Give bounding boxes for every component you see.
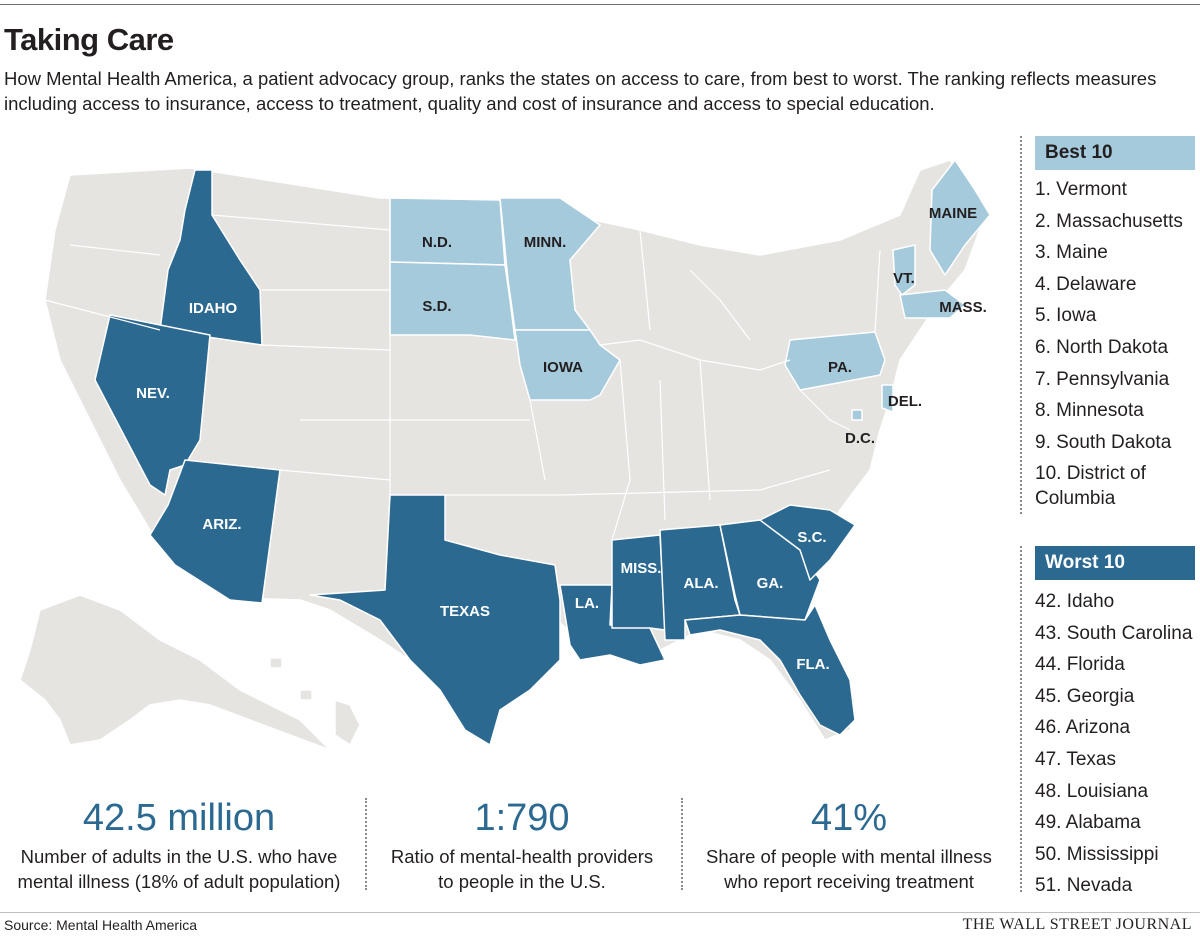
stat-divider-1 xyxy=(365,798,367,890)
label-ala: ALA. xyxy=(684,575,719,592)
label-dc: D.C. xyxy=(845,430,875,447)
list-item: 10. District of Columbia xyxy=(1035,463,1146,510)
state-texas xyxy=(309,494,561,746)
list-item: 50. Mississippi xyxy=(1035,843,1159,865)
best-heading: Best 10 xyxy=(1035,136,1195,170)
label-sc: S.C. xyxy=(797,529,826,546)
list-item: 42. Idaho xyxy=(1035,591,1115,612)
label-fla: FLA. xyxy=(796,656,829,673)
label-nd: N.D. xyxy=(422,234,452,251)
worst-list: 42. Idaho 43. South Carolina 44. Florida… xyxy=(1035,586,1192,902)
state-minnesota xyxy=(499,197,601,331)
label-mass: MASS. xyxy=(939,299,987,316)
state-dc xyxy=(851,409,863,421)
stat-desc-line1: Ratio of mental-health providers xyxy=(390,846,654,867)
stat-ratio: 1:790 Ratio of mental-health providers t… xyxy=(347,796,697,894)
state-maine xyxy=(929,159,991,276)
hawaii-islet-2 xyxy=(269,657,283,669)
us-map: IDAHO NEV. ARIZ. TEXAS N.D. S.D. MINN. I… xyxy=(19,159,991,751)
list-item: 43. South Carolina xyxy=(1035,622,1193,644)
stat-divider-2 xyxy=(681,798,683,890)
list-item: 3. Maine xyxy=(1035,242,1108,264)
label-del: DEL. xyxy=(888,393,922,410)
label-minn: MINN. xyxy=(524,234,567,251)
list-item: 7. Pennsylvania xyxy=(1035,368,1170,390)
source-note: Source: Mental Health America xyxy=(4,917,197,933)
state-iowa xyxy=(514,329,621,401)
stat-desc-line2: who report receiving treatment xyxy=(724,871,974,892)
label-vt: VT. xyxy=(893,270,915,287)
label-texas: TEXAS xyxy=(440,603,490,620)
list-item: 1. Vermont xyxy=(1035,179,1127,200)
state-delaware xyxy=(881,384,894,413)
best-list: 1. Vermont 2. Massachusetts 3. Maine 4. … xyxy=(1035,174,1185,511)
list-item: 2. Massachusetts xyxy=(1035,210,1183,232)
sidebar-divider-top xyxy=(1020,136,1022,514)
list-item: 8. Minnesota xyxy=(1035,400,1144,422)
state-vermont xyxy=(892,244,916,296)
top-rule xyxy=(0,4,1200,5)
label-idaho: IDAHO xyxy=(189,300,238,317)
publisher-logo: THE WALL STREET JOURNAL xyxy=(962,916,1192,933)
state-north-dakota xyxy=(389,197,506,266)
label-miss: MISS. xyxy=(621,560,662,577)
hawaii xyxy=(334,699,361,746)
bottom-rule xyxy=(0,912,1200,913)
stat-value: 42.5 million xyxy=(82,797,276,839)
stat-value: 41% xyxy=(810,797,888,839)
page-subtitle: How Mental Health America, a patient adv… xyxy=(4,68,1157,114)
list-item: 49. Alabama xyxy=(1035,812,1141,834)
list-item: 9. South Dakota xyxy=(1035,431,1172,453)
stat-adults: 42.5 million Number of adults in the U.S… xyxy=(4,796,354,894)
list-item: 46. Arizona xyxy=(1035,717,1131,739)
label-la: LA. xyxy=(575,595,599,612)
state-florida xyxy=(684,604,856,736)
list-item: 51. Nevada xyxy=(1035,875,1133,897)
stat-value: 1:790 xyxy=(474,797,570,839)
state-arizona xyxy=(149,459,281,604)
worst-heading: Worst 10 xyxy=(1035,546,1195,580)
label-pa: PA. xyxy=(828,359,852,376)
list-item: 47. Texas xyxy=(1035,748,1116,770)
state-massachusetts xyxy=(899,289,966,319)
state-nevada xyxy=(94,314,211,496)
label-sd: S.D. xyxy=(422,298,451,315)
label-iowa: IOWA xyxy=(543,359,583,376)
stat-treatment: 41% Share of people with mental illness … xyxy=(674,796,1024,894)
list-item: 45. Georgia xyxy=(1035,685,1135,707)
label-ariz: ARIZ. xyxy=(202,516,241,533)
page-title: Taking Care xyxy=(4,22,174,57)
state-louisiana xyxy=(559,584,666,666)
stat-desc-line1: Share of people with mental illness xyxy=(706,846,992,867)
list-item: 6. North Dakota xyxy=(1035,336,1169,358)
label-ga: GA. xyxy=(757,575,784,592)
label-nev: NEV. xyxy=(136,385,170,402)
list-item: 4. Delaware xyxy=(1035,273,1137,295)
state-south-dakota xyxy=(389,261,516,341)
hawaii-islet-1 xyxy=(299,689,313,701)
stat-desc-line1: Number of adults in the U.S. who have xyxy=(20,846,338,867)
list-item: 48. Louisiana xyxy=(1035,780,1149,802)
list-item: 44. Florida xyxy=(1035,654,1125,676)
state-south-carolina xyxy=(759,504,856,581)
alaska xyxy=(19,594,331,751)
stat-desc-line2: to people in the U.S. xyxy=(438,871,606,892)
label-maine: MAINE xyxy=(929,205,977,222)
stat-desc-line2: mental illness (18% of adult population) xyxy=(17,871,341,892)
state-mississippi xyxy=(611,534,666,631)
sidebar-divider-bottom xyxy=(1020,546,1022,892)
list-item: 5. Iowa xyxy=(1035,305,1097,327)
